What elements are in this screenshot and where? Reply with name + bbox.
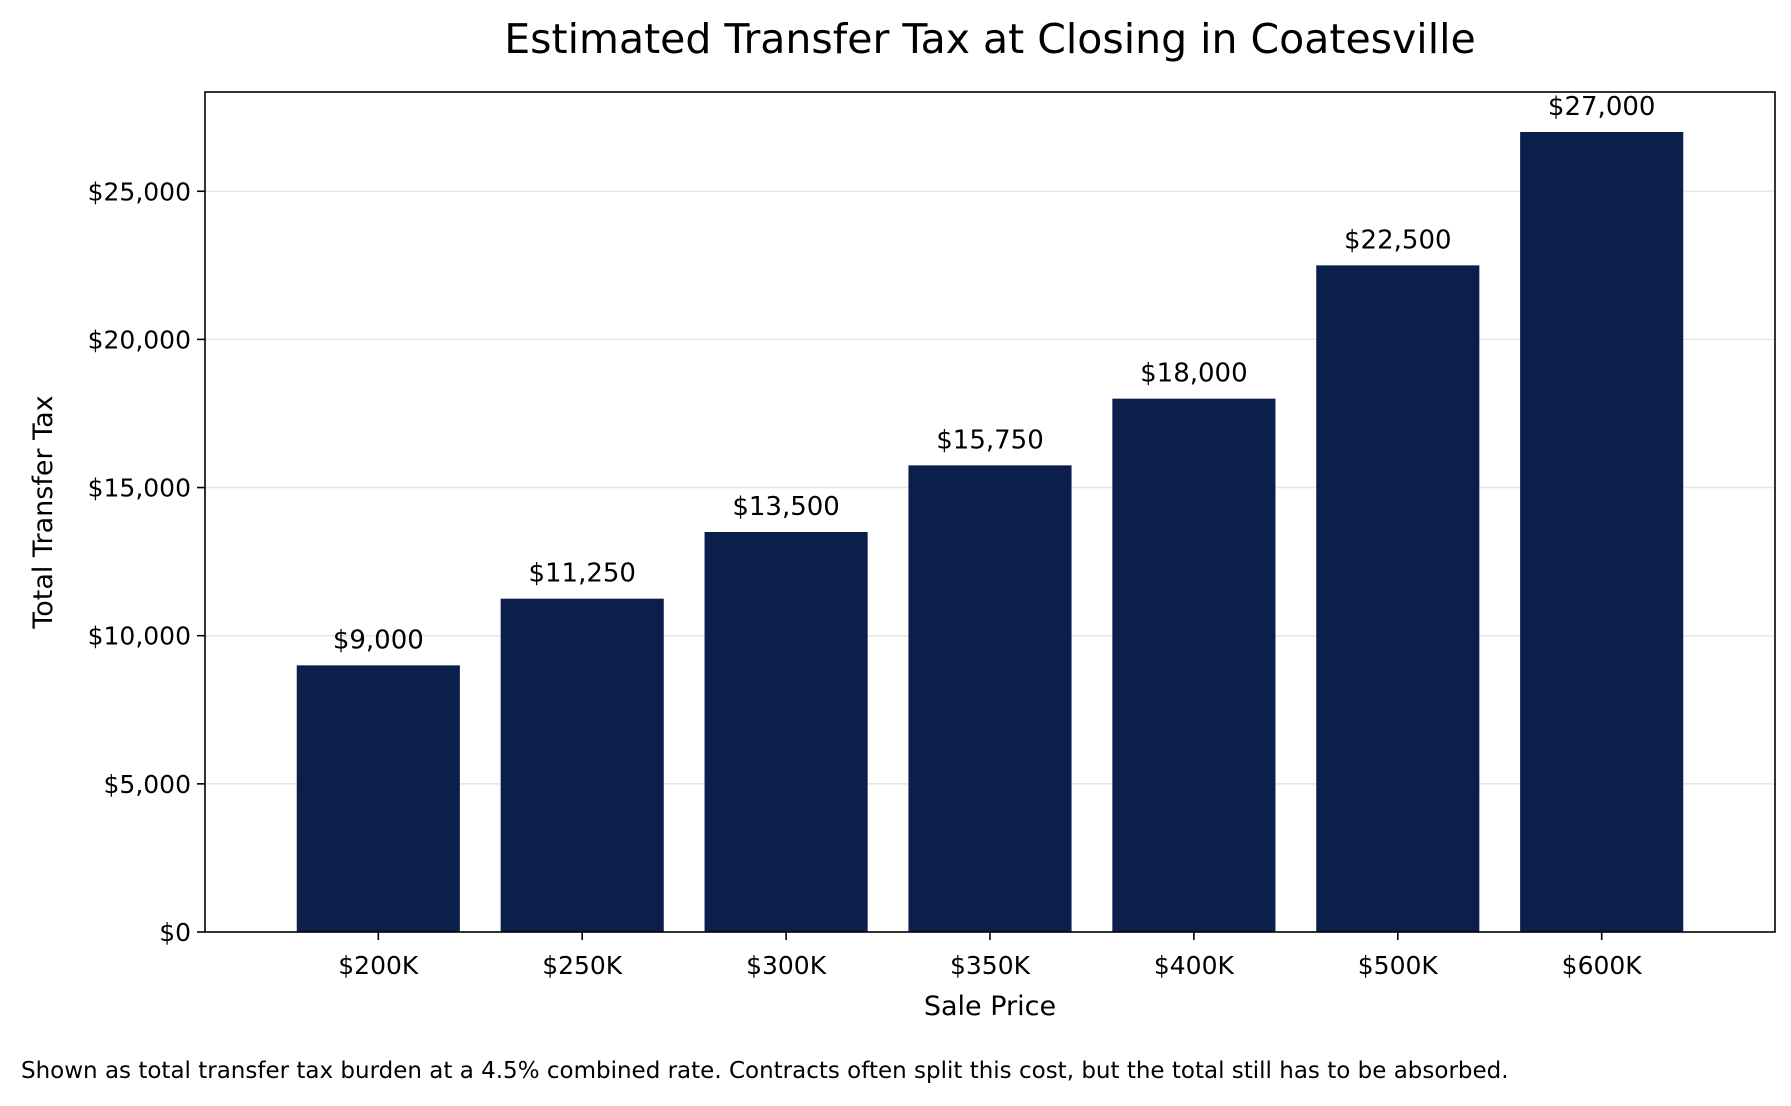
y-tick-label: $0 — [159, 918, 191, 947]
y-tick-label: $20,000 — [88, 325, 191, 354]
chart-title: Estimated Transfer Tax at Closing in Coa… — [504, 15, 1475, 63]
x-tick-label: $250K — [542, 951, 623, 980]
bar-value-label: $11,250 — [528, 559, 636, 589]
bar-value-label: $18,000 — [1140, 359, 1248, 389]
x-tick-label: $300K — [746, 951, 827, 980]
bar — [1520, 132, 1684, 932]
bar-value-label: $22,500 — [1344, 225, 1452, 255]
x-axis-label: Sale Price — [924, 991, 1056, 1022]
y-tick-label: $10,000 — [88, 622, 191, 651]
y-tick-label: $5,000 — [104, 770, 191, 799]
bar-value-label: $9,000 — [333, 625, 424, 655]
x-tick-label: $200K — [338, 951, 419, 980]
x-tick-label: $500K — [1358, 951, 1439, 980]
bar-value-label: $13,500 — [732, 492, 840, 522]
bar-value-label: $27,000 — [1548, 92, 1656, 122]
bar — [908, 465, 1072, 932]
y-axis-label: Total Transfer Tax — [28, 395, 59, 629]
y-axis-ticks: $0 $5,000 $10,000 $15,000 $20,000 $25,000 — [88, 177, 205, 947]
bar — [500, 598, 664, 932]
bar-value-label: $15,750 — [936, 425, 1044, 455]
footnote: Shown as total transfer tax burden at a … — [21, 1058, 1509, 1084]
bars — [296, 132, 1684, 933]
data-labels: $9,000 $11,250 $13,500 $15,750 $18,000 $22,50… — [333, 92, 1656, 655]
bar — [296, 665, 460, 932]
x-tick-label: $400K — [1154, 951, 1235, 980]
y-tick-label: $25,000 — [88, 177, 191, 206]
x-tick-label: $350K — [950, 951, 1031, 980]
bar — [1316, 265, 1480, 932]
y-tick-label: $15,000 — [88, 474, 191, 503]
bar — [704, 532, 868, 932]
bar — [1112, 398, 1276, 933]
x-tick-label: $600K — [1562, 951, 1643, 980]
x-axis-ticks: $200K $250K $300K $350K $400K $500K $600K — [338, 932, 1642, 980]
